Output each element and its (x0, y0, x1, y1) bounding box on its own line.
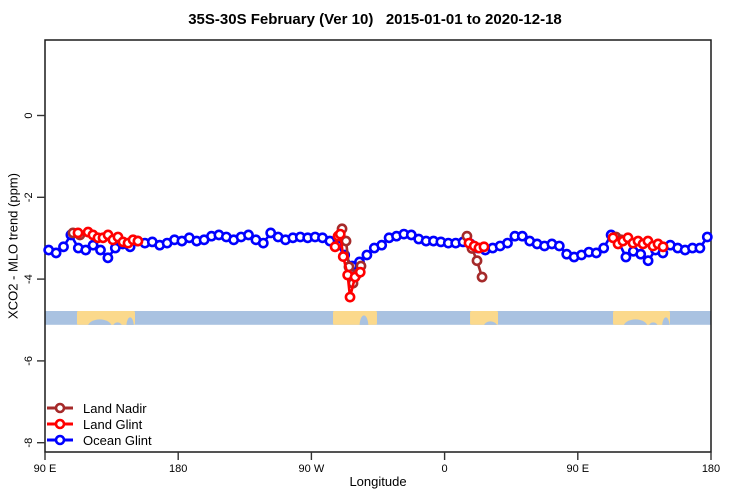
land-nadir-marker-icon (47, 402, 73, 414)
coast-notch (113, 322, 122, 325)
y-axis-ticks: 0 -2 -4 -6 -8 (23, 112, 45, 448)
coast-notch (359, 315, 369, 325)
land-glint-marker-icon (47, 418, 73, 430)
coast-notch (88, 319, 112, 325)
data-point (478, 241, 490, 253)
legend-row-land-nadir: Land Nadir (46, 400, 152, 416)
y-tick-label: -2 (23, 192, 35, 202)
data-point (243, 229, 254, 241)
y-tick-label: -4 (23, 274, 35, 284)
plot-box (44, 39, 712, 453)
data-point (334, 228, 346, 240)
data-point (95, 244, 106, 256)
data-point (80, 244, 92, 256)
x-tick-label: 180 (169, 463, 187, 475)
data-point (58, 241, 69, 253)
data-point (361, 249, 373, 261)
legend-row-land-glint: Land Glint (46, 416, 152, 432)
data-point (354, 266, 366, 278)
data-point (102, 252, 114, 264)
x-tick-label: 180 (702, 463, 720, 475)
coast-notch (484, 321, 497, 325)
x-tick-label: 90 E (566, 463, 589, 475)
ocean-glint-marker-icon (47, 434, 73, 446)
data-point (132, 235, 144, 247)
y-tick-label: -8 (23, 438, 35, 448)
land-strip-segment (333, 311, 377, 325)
data-point (642, 255, 654, 267)
map-band (45, 311, 711, 325)
data-point (635, 248, 647, 260)
legend: Land Nadir Land Glint Ocean Glint (46, 400, 152, 448)
coast-notch (623, 319, 648, 325)
data-point (337, 251, 349, 263)
legend-label-ocean-glint: Ocean Glint (83, 432, 152, 448)
data-point (50, 247, 62, 259)
data-point (87, 239, 99, 251)
data-point (344, 291, 356, 303)
data-point (516, 230, 528, 242)
x-tick-label: 0 (442, 463, 448, 475)
data-point (598, 242, 610, 254)
coast-notch (649, 322, 658, 325)
legend-row-ocean-glint: Ocean Glint (46, 432, 152, 448)
x-axis-label: Longitude (349, 474, 407, 489)
data-point (471, 255, 483, 267)
y-tick-label: 0 (23, 112, 35, 118)
data-point (553, 240, 565, 252)
coast-notch (126, 317, 134, 325)
coast-notch (662, 317, 670, 325)
legend-label-land-glint: Land Glint (83, 416, 143, 432)
x-axis-ticks: 90 E 180 90 W 0 90 E 180 (34, 452, 720, 475)
chart-title: 35S-30S February (Ver 10) 2015-01-01 to … (188, 11, 562, 28)
data-point (476, 271, 488, 283)
data-point (701, 231, 713, 243)
data-point (620, 251, 632, 263)
data-point (72, 227, 84, 239)
x-tick-label: 90 W (299, 463, 325, 475)
data-point (590, 247, 602, 259)
ocean-strip (45, 311, 711, 325)
data-point (502, 237, 513, 249)
data-point (657, 241, 669, 253)
data-point (694, 242, 706, 254)
data-point (257, 237, 269, 249)
series-land-glint (72, 226, 669, 303)
data-point (329, 241, 341, 253)
data-point (376, 239, 388, 251)
legend-label-land-nadir: Land Nadir (83, 400, 147, 416)
y-tick-label: -6 (23, 356, 35, 366)
x-tick-label: 90 E (34, 463, 57, 475)
